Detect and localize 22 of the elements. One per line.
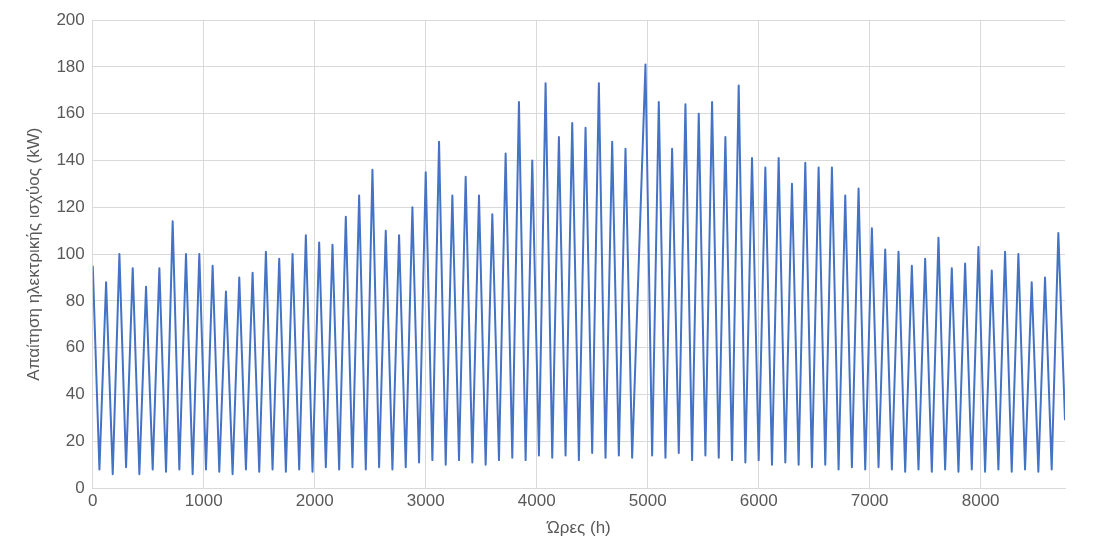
x-tick-label: 3000 [406,491,445,511]
x-tick-label: 4000 [517,491,556,511]
y-tick-label: 140 [56,150,85,170]
x-tick-label: 5000 [628,491,667,511]
y-tick-label: 60 [65,337,85,357]
y-tick-label: 180 [56,56,85,76]
x-tick-label: 2000 [295,491,334,511]
x-tick-label: 8000 [961,491,1000,511]
y-tick-label: 40 [65,384,85,404]
y-tick-label: 160 [56,103,85,123]
y-axis-title: Απαίτηση ηλεκτρικής ισχύος (kW) [23,127,43,381]
x-tick-label: 0 [88,491,98,511]
x-tick-label: 6000 [739,491,778,511]
y-tick-label: 20 [65,431,85,451]
y-tick-label: 80 [65,290,85,310]
y-tick-label: 120 [56,196,85,216]
x-axis-title: Ώρες (h) [546,518,611,538]
x-tick-label: 7000 [850,491,889,511]
y-tick-label: 100 [56,243,85,263]
y-tick-label: 200 [56,9,85,29]
y-tick-label: 0 [75,477,85,497]
x-tick-label: 1000 [184,491,223,511]
